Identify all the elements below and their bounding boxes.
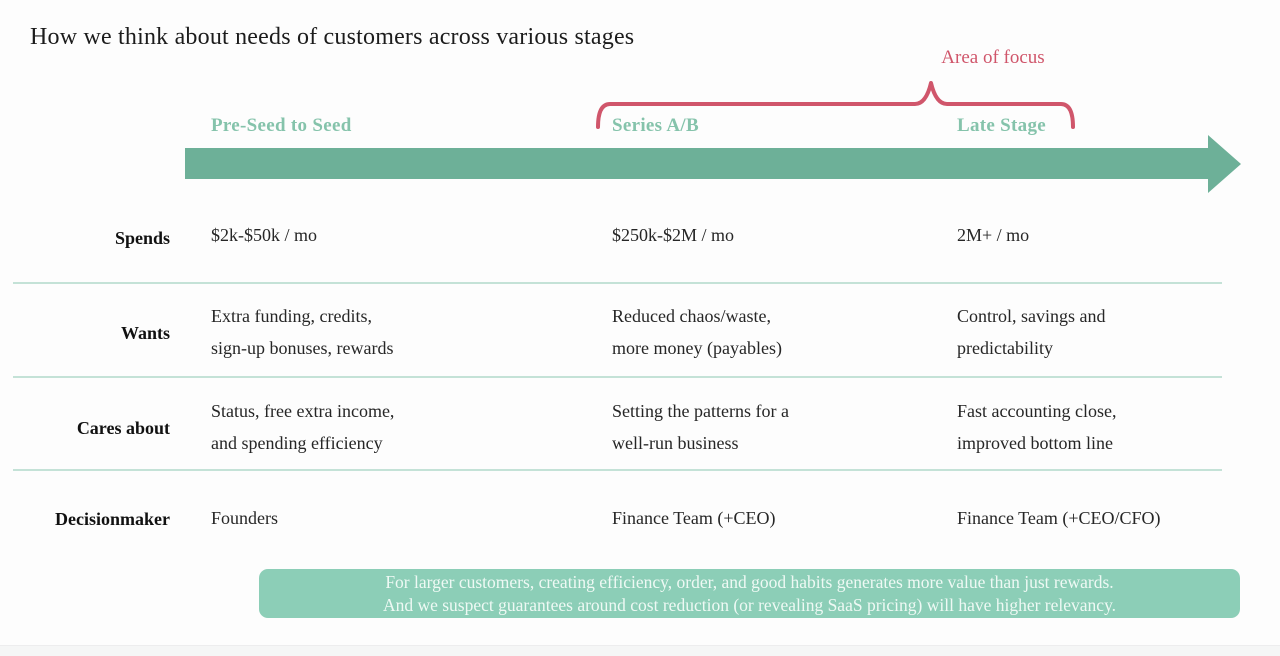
- row-divider: [13, 282, 1222, 284]
- bottom-edge-band: [0, 645, 1280, 656]
- cell-line: more money (payables): [612, 338, 782, 358]
- cell-spends-late-stage: 2M+ / mo: [957, 219, 1029, 251]
- row-label-wants: Wants: [120, 323, 170, 343]
- cell-line: sign-up bonuses, rewards: [211, 338, 394, 358]
- cell-line: Status, free extra income,: [211, 401, 395, 421]
- footnote-line: For larger customers, creating efficienc…: [385, 572, 1114, 592]
- cell-wants-late-stage: Control, savings and predictability: [957, 300, 1106, 364]
- cell-decision-late-stage: Finance Team (+CEO/CFO): [957, 502, 1161, 534]
- footnote-banner: For larger customers, creating efficienc…: [259, 569, 1240, 618]
- column-header-series-ab: Series A/B: [612, 115, 699, 136]
- cell-line: $2k-$50k / mo: [211, 225, 317, 245]
- cell-cares-series-ab: Setting the patterns for a well-run busi…: [612, 395, 789, 459]
- cell-line: Finance Team (+CEO): [612, 508, 776, 528]
- cell-wants-series-ab: Reduced chaos/waste, more money (payable…: [612, 300, 782, 364]
- cell-line: Control, savings and: [957, 306, 1106, 326]
- cell-cares-preseed: Status, free extra income, and spending …: [211, 395, 394, 459]
- cell-line: Finance Team (+CEO/CFO): [957, 508, 1161, 528]
- column-header-pre-seed-to-seed: Pre-Seed to Seed: [211, 115, 352, 136]
- cell-spends-preseed: $2k-$50k / mo: [211, 219, 317, 251]
- cell-line: Reduced chaos/waste,: [612, 306, 771, 326]
- area-of-focus-label: Area of focus: [941, 47, 1045, 68]
- cell-line: $250k-$2M / mo: [612, 225, 735, 245]
- row-divider: [13, 376, 1222, 378]
- column-header-late-stage: Late Stage: [957, 115, 1047, 136]
- row-label-cares-about: Cares about: [76, 418, 170, 438]
- stage-arrow: [185, 135, 1241, 193]
- cell-line: and spending efficiency: [211, 433, 383, 453]
- cell-line: Fast accounting close,: [957, 401, 1117, 421]
- row-label-spends: Spends: [114, 228, 170, 248]
- cell-decision-preseed: Founders: [211, 502, 278, 534]
- cell-line: improved bottom line: [957, 433, 1113, 453]
- cell-decision-series-ab: Finance Team (+CEO): [612, 502, 776, 534]
- cell-wants-preseed: Extra funding, credits, sign-up bonuses,…: [211, 300, 393, 364]
- cell-line: predictability: [957, 338, 1053, 358]
- footnote-line: And we suspect guarantees around cost re…: [382, 595, 1117, 615]
- row-divider: [13, 469, 1222, 471]
- area-of-focus-brace: [596, 81, 1075, 129]
- cell-line: well-run business: [612, 433, 739, 453]
- cell-spends-series-ab: $250k-$2M / mo: [612, 219, 734, 251]
- slide-title: How we think about needs of customers ac…: [30, 24, 635, 50]
- cell-cares-late-stage: Fast accounting close, improved bottom l…: [957, 395, 1116, 459]
- cell-line: Setting the patterns for a: [612, 401, 789, 421]
- cell-line: Extra funding, credits,: [211, 306, 372, 326]
- row-label-decisionmaker: Decisionmaker: [55, 509, 170, 529]
- cell-line: Founders: [211, 508, 278, 528]
- cell-line: 2M+ / mo: [957, 225, 1030, 245]
